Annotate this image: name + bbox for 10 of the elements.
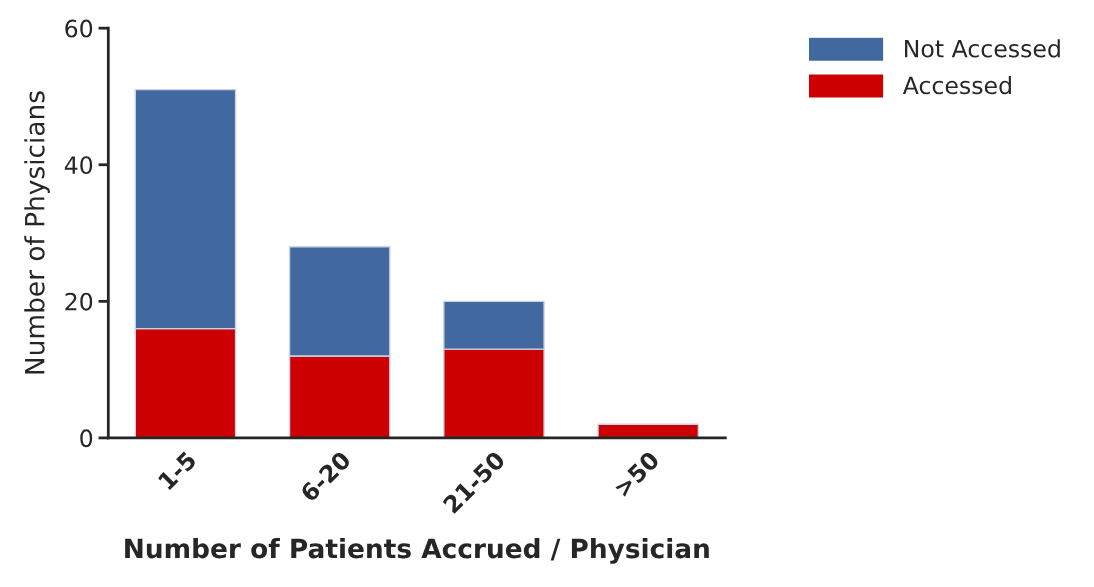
bar [597,423,700,438]
legend-label: Accessed [902,76,1011,95]
x-axis-title: Number of Patients Accrued / Physician [125,538,709,564]
y-tick-label: 60 [65,19,93,38]
y-tick-label: 0 [80,429,93,448]
y-tick-label: 40 [64,156,93,175]
y-tick-label: 20 [65,292,93,311]
legend-label: Not Accessed [905,39,1060,58]
y-axis-title: Number of Physicians [24,91,50,374]
x-tick-label: 1-5 [157,450,198,491]
